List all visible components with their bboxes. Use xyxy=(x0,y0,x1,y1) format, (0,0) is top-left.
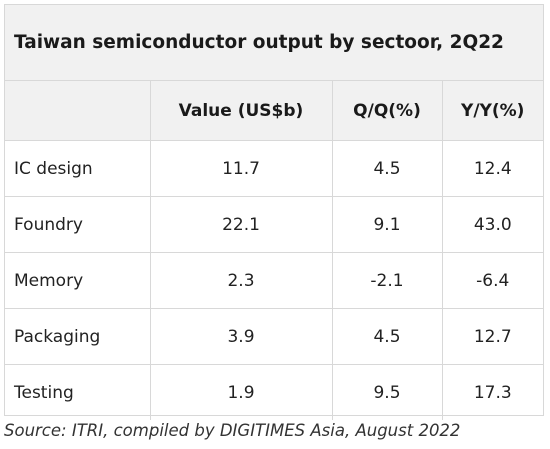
qoq-cell: 9.5 xyxy=(331,364,443,420)
data-table-frame: Taiwan semiconductor output by sectoor, … xyxy=(4,4,544,420)
table-title: Taiwan semiconductor output by sectoor, … xyxy=(5,5,543,81)
value-cell: 11.7 xyxy=(149,140,333,197)
value-cell: 22.1 xyxy=(149,196,333,253)
table-row: Memory 2.3 -2.1 -6.4 xyxy=(5,252,543,309)
sector-cell: Memory xyxy=(5,252,151,309)
qoq-cell: -2.1 xyxy=(331,252,443,309)
sector-cell: IC design xyxy=(5,140,151,197)
yoy-cell: 17.3 xyxy=(441,364,543,420)
qoq-cell: 4.5 xyxy=(331,308,443,365)
header-yoy: Y/Y(%) xyxy=(441,81,543,141)
yoy-cell: 12.4 xyxy=(441,140,543,197)
value-cell: 1.9 xyxy=(149,364,333,420)
value-cell: 3.9 xyxy=(149,308,333,365)
table-row: Foundry 22.1 9.1 43.0 xyxy=(5,196,543,253)
value-cell: 2.3 xyxy=(149,252,333,309)
yoy-cell: 43.0 xyxy=(441,196,543,253)
sector-cell: Testing xyxy=(5,364,151,420)
qoq-cell: 4.5 xyxy=(331,140,443,197)
table-row: Testing 1.9 9.5 17.3 xyxy=(5,364,543,420)
header-sector xyxy=(5,81,151,141)
header-row: Value (US$b) Q/Q(%) Y/Y(%) xyxy=(5,81,543,141)
sector-cell: Packaging xyxy=(5,308,151,365)
qoq-cell: 9.1 xyxy=(331,196,443,253)
table-row: IC design 11.7 4.5 12.4 xyxy=(5,140,543,197)
sector-cell: Foundry xyxy=(5,196,151,253)
header-qoq: Q/Q(%) xyxy=(331,81,443,141)
table-row: Packaging 3.9 4.5 12.7 xyxy=(5,308,543,365)
data-table: Value (US$b) Q/Q(%) Y/Y(%) IC design 11.… xyxy=(5,81,543,420)
header-value: Value (US$b) xyxy=(149,81,333,141)
source-note: Source: ITRI, compiled by DIGITIMES Asia… xyxy=(4,421,461,440)
yoy-cell: -6.4 xyxy=(441,252,543,309)
yoy-cell: 12.7 xyxy=(441,308,543,365)
